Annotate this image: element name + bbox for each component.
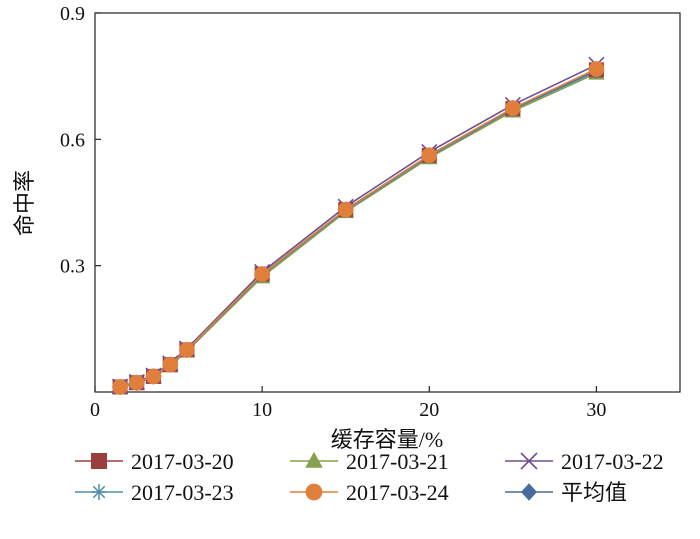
series-line — [119, 69, 597, 388]
x-tick-label: 20 — [419, 399, 439, 421]
data-point — [112, 379, 128, 395]
data-point — [162, 356, 179, 373]
legend-label: 2017-03-24 — [346, 480, 449, 505]
y-tick-label: 0.6 — [60, 129, 85, 151]
legend-entry: 2017-03-21 — [290, 449, 449, 474]
data-point — [145, 368, 162, 385]
y-axis-label: 命中率 — [12, 170, 37, 236]
series-group — [111, 56, 605, 396]
legend-entry: 2017-03-23 — [75, 480, 234, 505]
legend-marker — [91, 484, 107, 500]
legend-label: 平均值 — [561, 480, 627, 505]
y-tick-label: 0.9 — [60, 3, 85, 25]
legend-entry: 2017-03-24 — [290, 480, 449, 505]
legend-marker — [305, 483, 323, 501]
series-2017-03-24 — [112, 61, 605, 395]
legend-marker — [91, 453, 107, 469]
legend-entry: 平均值 — [505, 480, 627, 505]
series-line — [119, 68, 597, 388]
data-point — [254, 266, 271, 282]
x-axis-label: 缓存容量/% — [331, 427, 443, 452]
series-line — [119, 70, 597, 389]
legend-label: 2017-03-23 — [131, 480, 234, 505]
data-point — [337, 201, 354, 218]
data-point — [504, 100, 521, 117]
tick-group: 0 10 20 30 0.3 0.6 0.9 — [60, 3, 606, 421]
legend-label: 2017-03-21 — [346, 449, 449, 474]
data-point — [421, 147, 438, 164]
x-tick-label: 10 — [252, 399, 272, 421]
legend-label: 2017-03-20 — [131, 449, 234, 474]
data-point — [128, 374, 145, 391]
legend-marker — [305, 451, 323, 468]
legend-marker — [520, 452, 538, 470]
legend-entry: 2017-03-20 — [75, 449, 234, 474]
x-tick-label: 30 — [586, 399, 606, 421]
x-tick-label: 0 — [90, 399, 100, 421]
data-point — [588, 61, 605, 77]
series-line — [119, 64, 597, 388]
legend: 2017-03-20 2017-03-21 2017-03-22 2017-03-23… — [75, 449, 664, 505]
series-line — [119, 69, 597, 388]
legend-marker — [521, 483, 537, 501]
legend-label: 2017-03-22 — [561, 449, 664, 474]
legend-entry: 2017-03-22 — [505, 449, 664, 474]
plot-frame — [94, 12, 681, 393]
series-line — [119, 72, 597, 389]
y-tick-label: 0.3 — [60, 256, 85, 278]
data-point — [179, 342, 195, 358]
